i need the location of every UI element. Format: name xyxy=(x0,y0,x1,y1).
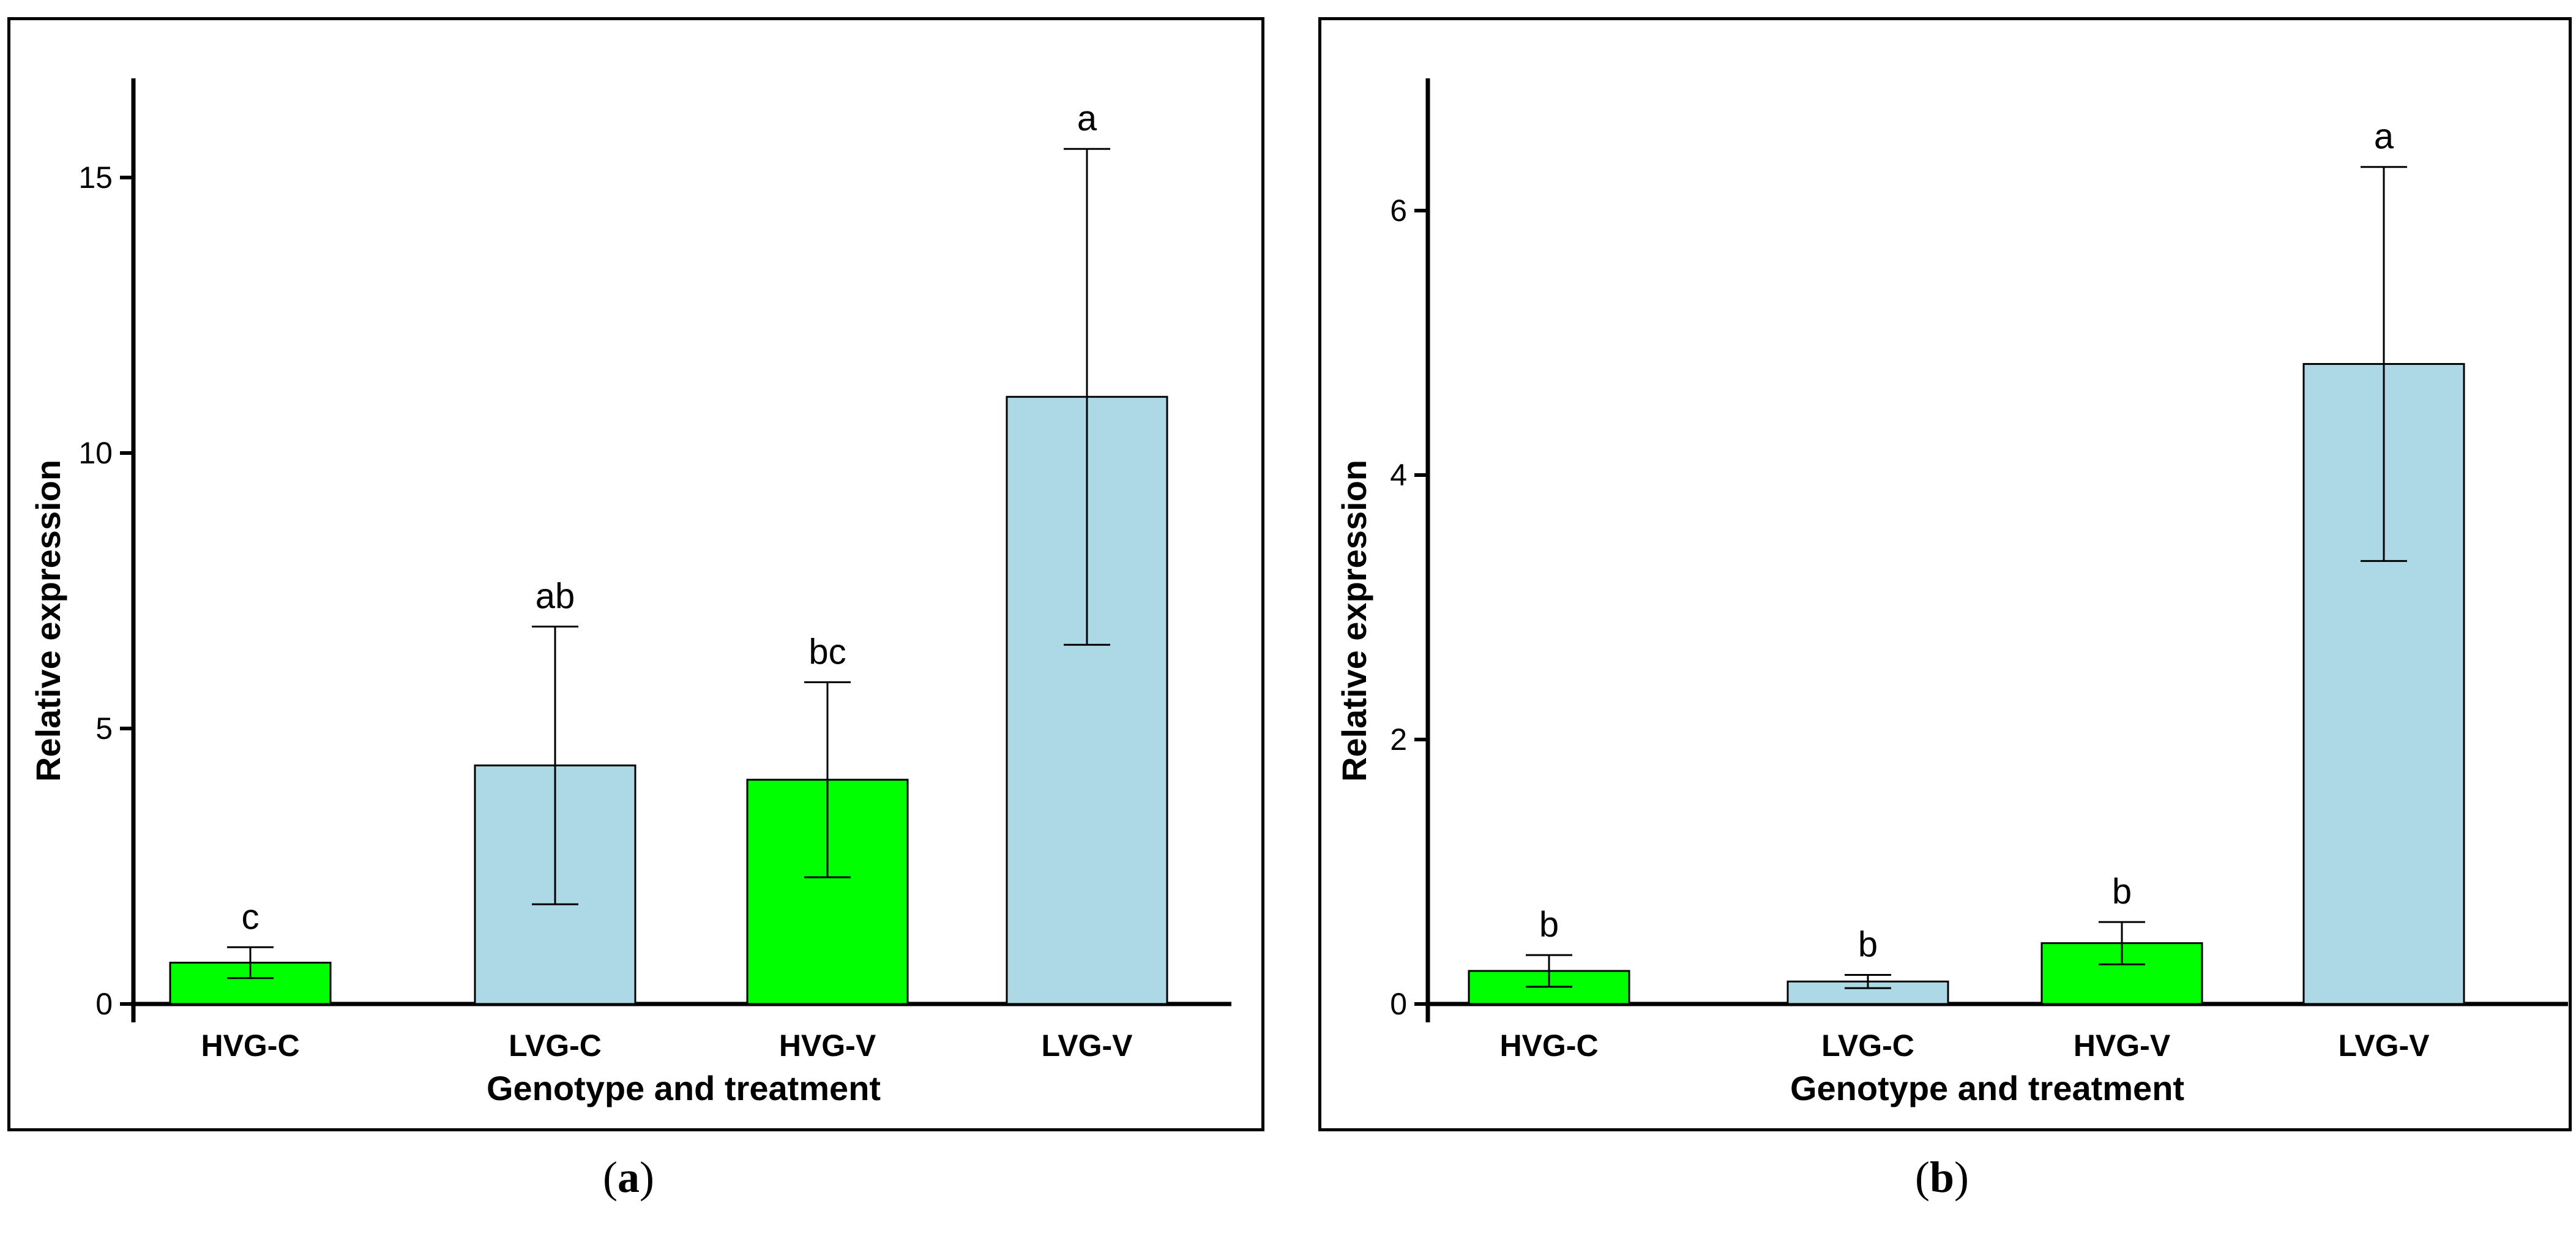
panel-a-significance-letter: c xyxy=(242,897,259,937)
panel-b-category-label: LVG-C xyxy=(1821,1028,1914,1063)
panel-b-significance-letter: a xyxy=(2374,117,2394,157)
panel-a-y-tick-label: 5 xyxy=(95,711,113,746)
panel-b-significance-letter: b xyxy=(2112,872,2132,912)
caption-a-open: ( xyxy=(603,1153,618,1202)
caption-b-letter: b xyxy=(1929,1153,1955,1202)
panel-b-x-axis-title: Genotype and treatment xyxy=(1790,1069,2184,1107)
panel-a-significance-letter: bc xyxy=(808,632,846,672)
panel-a-category-label: HVG-V xyxy=(779,1028,876,1063)
caption-a-letter: a xyxy=(617,1153,640,1202)
panel-a-y-tick-label: 10 xyxy=(78,436,113,470)
caption-b: (b) xyxy=(1915,1152,1969,1203)
caption-b-open: ( xyxy=(1915,1153,1930,1202)
caption-b-close: ) xyxy=(1954,1153,1969,1202)
panel-b-significance-letter: b xyxy=(1539,905,1559,945)
caption-a-close: ) xyxy=(639,1153,654,1202)
panel-b-y-tick-label: 6 xyxy=(1390,193,1407,228)
panel-a-category-label: LVG-V xyxy=(1041,1028,1133,1063)
panel-a-y-tick-label: 0 xyxy=(95,987,113,1021)
panel-b-y-tick-label: 4 xyxy=(1390,458,1407,492)
panel-b-y-tick-label: 2 xyxy=(1390,722,1407,757)
panel-a-significance-letter: ab xyxy=(536,577,575,616)
panel-a-category-label: HVG-C xyxy=(201,1028,299,1063)
panel-b-category-label: LVG-V xyxy=(2338,1028,2430,1063)
panel-b-y-tick-label: 0 xyxy=(1390,987,1407,1021)
panel-a-category-label: LVG-C xyxy=(509,1028,602,1063)
panel-a-significance-letter: a xyxy=(1077,99,1097,138)
caption-a: (a) xyxy=(603,1152,654,1203)
panel-b-significance-letter: b xyxy=(1858,924,1878,964)
panel-a-y-axis-title: Relative expression xyxy=(29,460,67,782)
panel-a-y-tick-label: 15 xyxy=(78,160,113,195)
panel-a-x-axis-title: Genotype and treatment xyxy=(487,1069,881,1107)
panel-b-category-label: HVG-C xyxy=(1499,1028,1598,1063)
panel-b-category-label: HVG-V xyxy=(2074,1028,2171,1063)
panel-b-y-axis-title: Relative expression xyxy=(1335,460,1373,782)
